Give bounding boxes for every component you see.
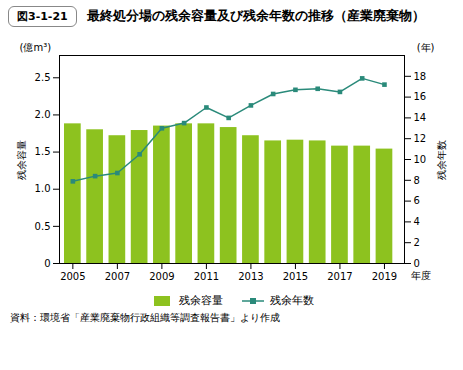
html-text:残余年数: 残余年数 [269,294,314,307]
svg-text:2: 2 [414,237,420,248]
svg-text:2011: 2011 [194,271,219,282]
svg-text:12: 12 [414,133,427,144]
svg-text:2013: 2013 [238,271,263,282]
svg-text:2.0: 2.0 [35,109,51,120]
svg-text:2.5: 2.5 [35,72,51,83]
svg-text:残余容量: 残余容量 [16,140,27,180]
html-text:資料：環境省「産業廃棄物行政組織等調査報告書」より作成: 資料：環境省「産業廃棄物行政組織等調査報告書」より作成 [10,312,280,323]
svg-text:2005: 2005 [60,271,85,282]
html-text:最終処分場の残余容量及び残余年数の推移（産業廃棄物）: 最終処分場の残余容量及び残余年数の推移（産業廃棄物） [86,8,425,24]
svg-text:18: 18 [414,71,427,82]
svg-text:2007: 2007 [105,271,130,282]
svg-text:1.0: 1.0 [35,183,51,194]
svg-text:14: 14 [414,112,427,123]
svg-text:0: 0 [414,258,420,269]
svg-text:残余年数: 残余年数 [436,140,447,180]
svg-text:2015: 2015 [283,271,308,282]
svg-text:0: 0 [44,258,50,269]
svg-text:(億m³): (億m³) [20,42,52,53]
svg-text:(年): (年) [417,42,435,53]
html-text:残余容量: 残余容量 [178,294,223,307]
svg-text:1.5: 1.5 [35,146,51,157]
svg-text:16: 16 [414,91,427,102]
svg-text:6: 6 [414,195,420,206]
html-text:図3-1-21: 図3-1-21 [17,10,68,23]
svg-text:4: 4 [414,216,420,227]
svg-text:2019: 2019 [372,271,397,282]
svg-text:10: 10 [414,154,427,165]
svg-text:2009: 2009 [149,271,174,282]
svg-text:8: 8 [414,175,420,186]
svg-text:2017: 2017 [327,271,352,282]
svg-text:年度: 年度 [411,270,431,281]
svg-text:0.5: 0.5 [35,221,51,232]
